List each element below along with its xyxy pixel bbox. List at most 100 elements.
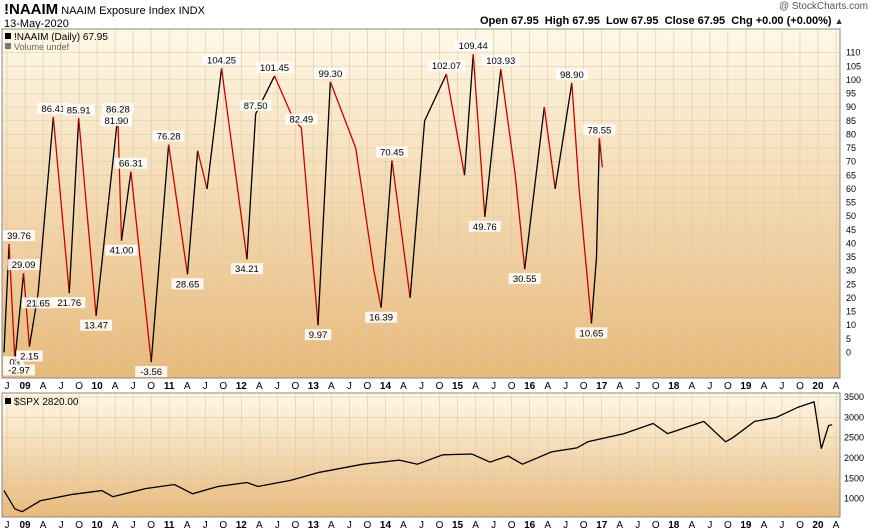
spx-swatch-icon [5,398,11,404]
naaim-line-segment [197,150,208,190]
main-x-tick-label: A [400,381,407,392]
naaim-line-segment [317,81,331,326]
spx-x-tick-label: A [40,520,47,531]
spx-x-tick-label: O [796,520,804,531]
spx-x-tick-label: O [724,520,732,531]
annotation-label: 82.49 [289,115,313,126]
naaim-line-segment [463,54,474,176]
spx-x-tick-label: 13 [308,520,320,531]
main-legend: !NAAIM (Daily) 67.95 [14,32,108,43]
main-x-tick-label: 17 [596,381,608,392]
legend-swatch-icon [5,33,11,39]
main-panel [1,28,841,379]
main-y-tick-label: 0 [846,347,851,357]
annotation-box [62,104,95,116]
spx-x-tick-label: A [472,520,479,531]
spx-x-tick-label: O [75,520,83,531]
main-y-tick-label: 10 [846,320,856,330]
annotation-box [105,244,138,256]
annotation-box [152,130,185,142]
main-y-tick-label: 15 [846,307,856,317]
main-x-tick-label: A [184,381,191,392]
ohlc-readout: Open 67.95 High 67.95 Low 67.95 Close 67… [480,15,844,27]
naaim-line-segment [37,116,54,294]
main-x-tick-label: 13 [308,381,320,392]
naaim-line-segment [424,73,447,122]
main-x-tick-label: A [472,381,479,392]
main-x-tick-label: J [59,381,64,392]
annotation-box [135,366,168,378]
spx-x-tick-label: O [436,520,444,531]
ohlc-values: Open 67.95 High 67.95 Low 67.95 Close 67… [480,15,832,27]
spx-x-tick-label: A [112,520,119,531]
naaim-line-segment [130,171,152,363]
symbol: !NAAIM [4,1,59,18]
main-y-tick-label: 55 [846,198,856,208]
naaim-line-segment [329,81,357,149]
main-y-tick-label: 70 [846,157,856,167]
annotation-box [365,311,398,323]
naaim-line-segment [273,75,295,122]
naaim-line-segment [514,175,526,270]
spx-x-tick-label: J [275,520,280,531]
main-y-tick-label: 60 [846,184,856,194]
annotation-label: 49.76 [473,222,497,233]
spx-x-tick-label: A [256,520,263,531]
main-x-tick-label: O [580,381,588,392]
main-y-tick-label: 75 [846,143,856,153]
main-x-tick-label: O [147,381,155,392]
exchange: INDX [178,5,205,17]
naaim-line-segment [186,150,199,275]
annotation-box [230,263,263,275]
spx-x-tick-label: 14 [380,520,392,531]
naaim-line-segment [22,273,31,347]
annotation-box [508,273,541,285]
annotation-label: 34.21 [235,264,259,275]
annotation-label: 78.55 [588,125,612,136]
spx-x-tick-label: 10 [92,520,104,531]
naaim-line-segment [500,69,516,176]
spx-x-tick-label: J [491,520,496,531]
spx-panel [1,392,841,518]
spx-x-tick-label: O [652,520,660,531]
spx-x-tick-label: J [5,520,10,531]
annotation-box [555,68,588,80]
main-x-tick-label: A [761,381,768,392]
symbol-title: !NAAIM NAAIM Exposure Index INDX [4,1,205,18]
main-y-tick-label: 20 [846,293,856,303]
annotation-box [3,230,35,242]
spx-x-tick-label: J [59,520,64,531]
main-x-tick-label: O [724,381,732,392]
main-x-tick-label: A [544,381,551,392]
annotation-label: 104.25 [207,55,236,66]
volume-legend: Volume undef [14,42,70,52]
annotation-box [454,40,493,52]
main-x-tick-label: 20 [812,381,824,392]
main-x-tick-label: J [635,381,640,392]
annotation-box [304,329,332,341]
main-x-tick-label: O [436,381,444,392]
naaim-line-segment [95,129,118,316]
annotation-label: 109.44 [459,41,488,52]
annotation-box [468,220,501,232]
spx-x-tick-label: A [328,520,335,531]
annotation-label: 99.30 [318,69,342,80]
spx-x-tick-label: O [364,520,372,531]
annotation-label: 85.91 [67,105,91,116]
naaim-line-segment [150,144,170,363]
main-x-tick-label: 11 [164,381,175,392]
main-x-tick-label: O [652,381,660,392]
annotation-box [100,115,133,127]
annotation-box [202,54,241,66]
naaim-line-segment [409,120,426,298]
annotation-box [114,157,147,169]
spx-series-line [3,401,833,513]
main-y-tick-label: 5 [846,334,851,344]
annotation-box [22,297,55,309]
naaim-line-segment [78,118,97,316]
naaim-line-segment [590,256,598,324]
spx-x-tick-label: J [203,520,208,531]
naaim-line-segment [14,273,25,361]
naaim-line-segment [355,147,375,271]
main-x-tick-label: O [364,381,372,392]
